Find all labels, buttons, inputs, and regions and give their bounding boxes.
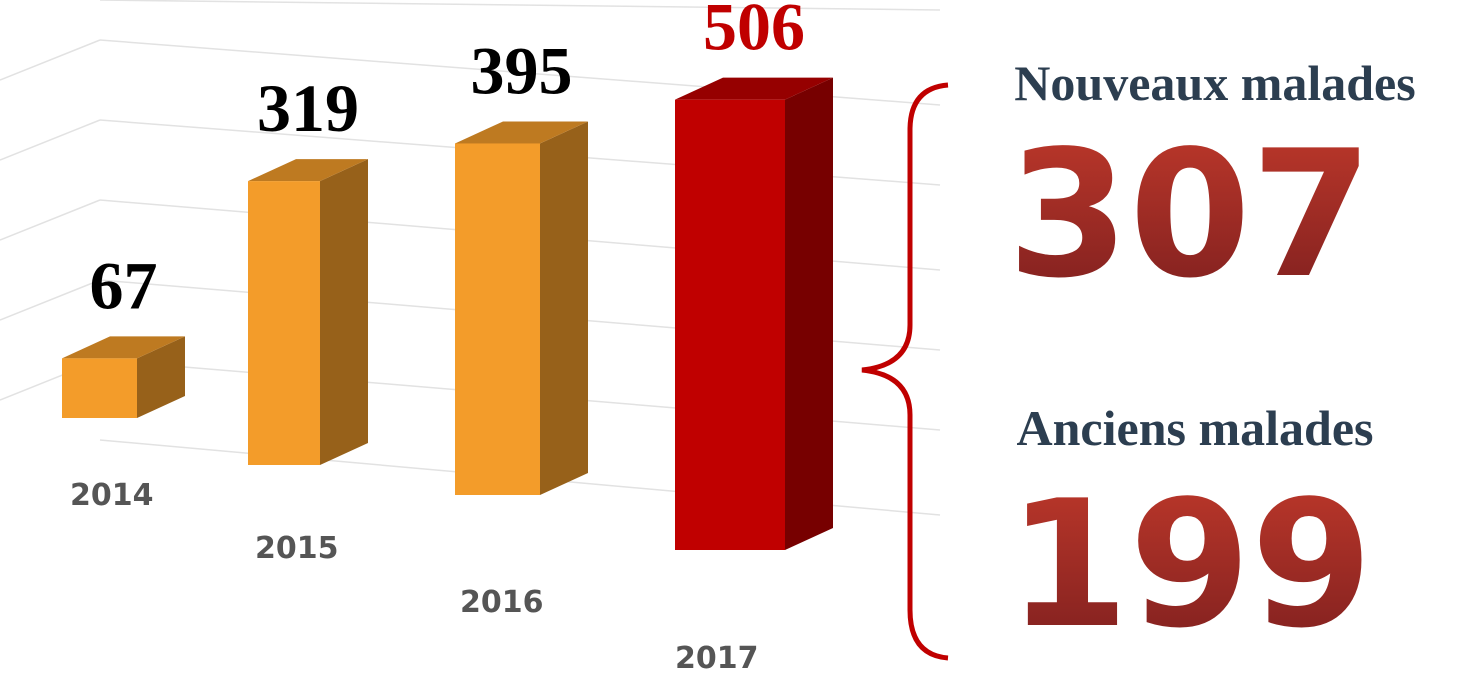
annotation-label: Nouveaux malades — [1014, 55, 1415, 111]
x-tick-label: 2016 — [460, 585, 544, 620]
annotation-label: Anciens malades — [1017, 400, 1374, 456]
bar-side — [137, 336, 185, 418]
bar-top — [248, 159, 368, 182]
bar — [62, 358, 137, 418]
bar-side — [785, 77, 833, 550]
data-label: 319 — [257, 70, 359, 146]
bar-top — [675, 77, 833, 100]
bar-side — [320, 159, 368, 465]
data-label: 67 — [90, 247, 158, 323]
bar-top — [455, 121, 588, 144]
brace — [861, 82, 949, 661]
bar — [455, 143, 540, 495]
x-tick-label: 2014 — [70, 478, 154, 513]
annotation-value: 199 — [1007, 464, 1372, 667]
bar — [675, 99, 785, 550]
bar — [248, 181, 320, 465]
bar-top — [62, 336, 185, 359]
data-label: 506 — [703, 0, 805, 65]
x-tick-label: 2015 — [255, 531, 339, 566]
data-label: 395 — [471, 32, 573, 108]
x-tick-label: 2017 — [675, 641, 759, 676]
annotation-value: 307 — [1007, 114, 1372, 317]
bar-side — [540, 121, 588, 495]
